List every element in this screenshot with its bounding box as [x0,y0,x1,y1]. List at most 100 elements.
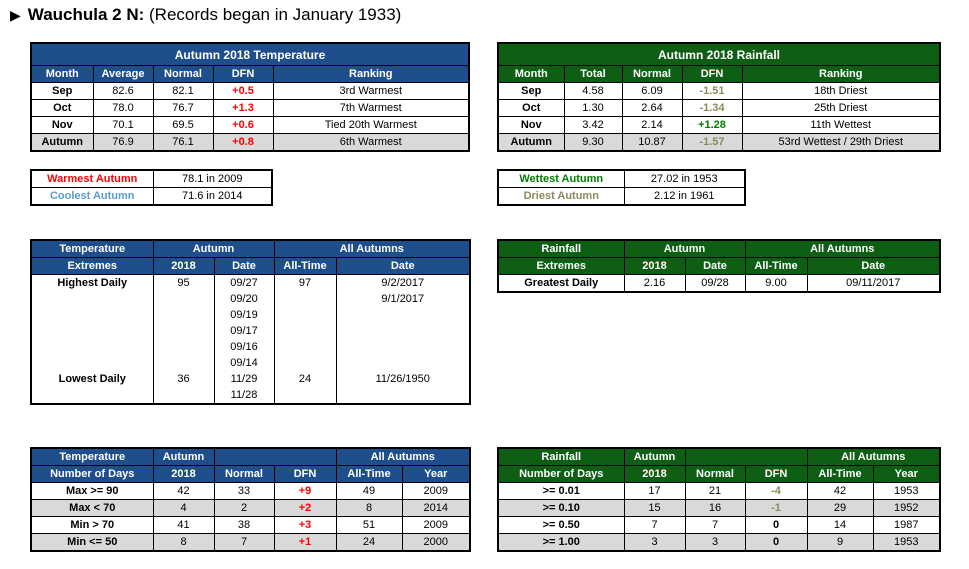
value-cell: 95 [152,274,215,291]
ranking-cell: 3rd Warmest [272,82,470,100]
col-header: Date [684,257,746,275]
table-row: >= 1.00 3 3 0 9 1953 [497,533,941,552]
value-cell: 76.1 [152,133,214,152]
col-header: Date [806,257,941,275]
table-row: Warmest Autumn 78.1 in 2009 [30,169,273,188]
record-label: Warmest Autumn [30,169,154,188]
table-row: Autumn 76.9 76.1 +0.8 6th Warmest [30,133,470,152]
date-cell: 9/2/2017 [335,274,471,291]
value-cell: 3.42 [563,116,623,134]
col-header: Normal [621,65,683,83]
records-note: (Records began in January 1933) [149,5,402,24]
table-caption: Autumn 2018 Rainfall [497,42,941,66]
col-header: All-Time [335,465,403,483]
col-header: Extremes [30,257,154,275]
table-row: 09/19 [30,307,471,323]
date-cell: 9/1/2017 [335,291,471,307]
table-row: Oct 1.30 2.64 -1.34 25th Driest [497,99,941,117]
table-row: Oct 78.0 76.7 +1.3 7th Warmest [30,99,470,117]
temperature-records-table: Warmest Autumn 78.1 in 2009 Coolest Autu… [30,169,273,206]
col-header: Date [335,257,471,275]
value-cell: 9.00 [744,274,808,292]
col-header: Year [401,465,471,483]
table-row: 09/20 9/1/2017 [30,291,471,307]
table-row: Highest Daily 95 09/27 97 9/2/2017 [30,274,471,291]
col-header: 2018 [152,257,215,275]
col-header: All Autumns [335,447,471,466]
col-header: All-Time [273,257,337,275]
table-row: 09/16 [30,339,471,355]
table-row: Sep 4.58 6.09 -1.51 18th Driest [497,82,941,100]
date-cell: 09/27 [213,274,275,291]
col-header: Autumn [152,447,215,466]
col-header: Ranking [272,65,470,83]
value-cell: 9.30 [563,133,623,152]
col-header: DFN [681,65,743,83]
table-row: 09/17 [30,323,471,339]
table-row: >= 0.50 7 7 0 14 1987 [497,516,941,534]
col-header: All Autumns [744,239,941,258]
value-cell: 69.5 [152,116,214,134]
month-cell: Sep [30,82,94,100]
col-header: Date [213,257,275,275]
extreme-label: Lowest Daily [30,371,154,387]
date-cell: 09/20 [213,291,275,307]
rainfall-extremes-table: Rainfall Autumn All Autumns Extremes 201… [497,239,941,293]
col-header: Autumn [152,239,275,258]
page-title: ▶ Wauchula 2 N: (Records began in January… [10,5,401,25]
dfn-cell: -1.51 [681,82,743,100]
col-header: All-Time [806,465,874,483]
month-cell: Autumn [497,133,565,152]
month-cell: Oct [497,99,565,117]
table-row: Nov 3.42 2.14 +1.28 11th Wettest [497,116,941,134]
date-cell: 09/28 [684,274,746,292]
value-cell: 4.58 [563,82,623,100]
date-cell: 09/14 [213,355,275,371]
extreme-label: Highest Daily [30,274,154,291]
dfn-cell: -1.34 [681,99,743,117]
table-row: >= 0.10 15 16 -1 29 1952 [497,499,941,517]
dfn-cell: +0.6 [212,116,274,134]
col-header: Rainfall [497,447,625,466]
dfn-cell: -1.57 [681,133,743,152]
date-cell: 09/11/2017 [806,274,941,292]
col-header: 2018 [623,465,686,483]
col-header: Month [497,65,565,83]
date-cell: 11/29 [213,371,275,387]
extreme-label: Greatest Daily [497,274,625,292]
value-cell: 70.1 [92,116,154,134]
date-cell: 09/19 [213,307,275,323]
value-cell: 10.87 [621,133,683,152]
value-cell: 36 [152,371,215,387]
ranking-cell: 53rd Wettest / 29th Driest [741,133,941,152]
table-row: Sep 82.6 82.1 +0.5 3rd Warmest [30,82,470,100]
rainfall-monthly-table: Autumn 2018 Rainfall Month Total Normal … [497,42,941,152]
table-row: Coolest Autumn 71.6 in 2014 [30,187,273,206]
table-caption: Autumn 2018 Temperature [30,42,470,66]
col-header: All Autumns [806,447,941,466]
dfn-cell: +1.28 [681,116,743,134]
record-label: Driest Autumn [497,187,625,206]
month-cell: Sep [497,82,565,100]
ranking-cell: 25th Driest [741,99,941,117]
table-row: 11/28 [30,387,471,404]
record-value: 71.6 in 2014 [152,187,273,206]
dfn-cell: +0.8 [212,133,274,152]
col-header: Ranking [741,65,941,83]
table-row: Max < 70 4 2 +2 8 2014 [30,499,471,517]
record-value: 27.02 in 1953 [623,169,746,188]
col-header: Temperature [30,447,154,466]
col-header: Extremes [497,257,625,275]
col-header: Normal [684,465,746,483]
col-header: Total [563,65,623,83]
ranking-cell: 11th Wettest [741,116,941,134]
ranking-cell: Tied 20th Warmest [272,116,470,134]
temperature-days-table: Temperature Autumn All Autumns Number of… [30,447,471,552]
record-value: 78.1 in 2009 [152,169,273,188]
value-cell: 97 [273,274,337,291]
col-header: All-Time [744,257,808,275]
col-header: Autumn [623,447,686,466]
col-header: Year [872,465,941,483]
value-cell: 82.6 [92,82,154,100]
rainfall-records-table: Wettest Autumn 27.02 in 1953 Driest Autu… [497,169,746,206]
